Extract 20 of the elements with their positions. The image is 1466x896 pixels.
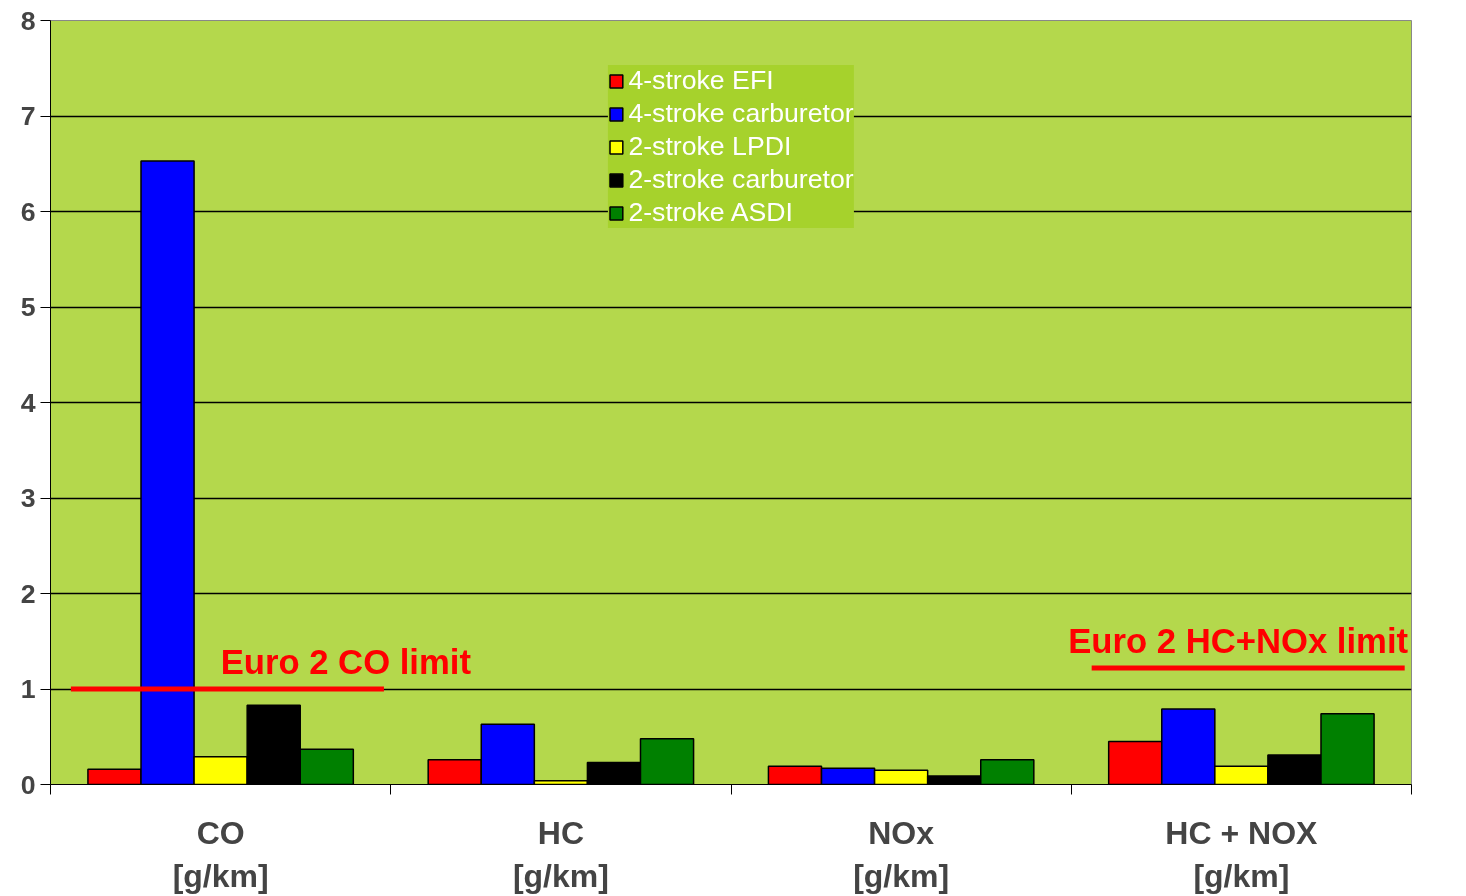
y-tick-label: 4 xyxy=(20,387,36,418)
x-tick-label: HC + NOX [g/km] xyxy=(1165,814,1319,894)
legend-label: 4-stroke carburetor xyxy=(628,98,854,129)
y-tick-label: 2 xyxy=(20,578,36,609)
y-tick-label: 1 xyxy=(20,674,36,704)
y-tick-label: 8 xyxy=(20,5,36,36)
ref-line-label: Euro 2 HC+NOx limit xyxy=(1068,621,1409,660)
y-tick-label: 7 xyxy=(20,101,36,131)
ref-line-label: Euro 2 CO limit xyxy=(220,643,472,681)
x-tick-label: NOx [g/km] xyxy=(853,814,950,894)
legend-label: 2-stroke ASDI xyxy=(628,197,793,228)
legend-label: 2-stroke carburetor xyxy=(628,164,854,195)
y-tick-label: 6 xyxy=(20,196,36,227)
x-tick-label: CO [g/km] xyxy=(172,814,269,894)
legend-label: 4-stroke EFI xyxy=(628,65,774,96)
y-tick-label: 0 xyxy=(20,769,36,800)
y-tick-label: 5 xyxy=(20,292,36,322)
y-tick-label: 3 xyxy=(20,483,36,513)
legend-label: 2-stroke LPDI xyxy=(628,131,792,162)
x-tick-label: HC [g/km] xyxy=(512,814,609,894)
